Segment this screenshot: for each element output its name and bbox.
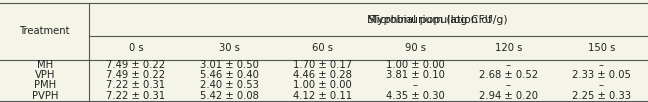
Text: 150 s: 150 s <box>588 43 615 53</box>
Text: –: – <box>599 60 604 70</box>
Text: 30 s: 30 s <box>218 43 240 53</box>
Text: VPH: VPH <box>34 70 55 80</box>
Text: –: – <box>506 60 511 70</box>
Text: 2.94 ± 0.20: 2.94 ± 0.20 <box>479 91 538 101</box>
Text: 120 s: 120 s <box>494 43 522 53</box>
Text: 3.81 ± 0.10: 3.81 ± 0.10 <box>386 70 445 80</box>
Text: 3.01 ± 0.50: 3.01 ± 0.50 <box>200 60 259 70</box>
Text: MH: MH <box>37 60 52 70</box>
Text: 4.12 ± 0.11: 4.12 ± 0.11 <box>293 91 352 101</box>
Text: 2.68 ± 0.52: 2.68 ± 0.52 <box>479 70 538 80</box>
Text: 1.00 ± 0.00: 1.00 ± 0.00 <box>386 60 445 70</box>
Text: 7.22 ± 0.31: 7.22 ± 0.31 <box>106 80 165 90</box>
Text: 0 s: 0 s <box>129 43 143 53</box>
Text: Microbial population of: Microbial population of <box>367 15 495 25</box>
Text: Typhimurium (log CFU/g): Typhimurium (log CFU/g) <box>369 15 508 25</box>
Text: 1.70 ± 0.17: 1.70 ± 0.17 <box>293 60 352 70</box>
Text: 7.49 ± 0.22: 7.49 ± 0.22 <box>106 60 165 70</box>
Text: 5.46 ± 0.40: 5.46 ± 0.40 <box>200 70 259 80</box>
Text: 4.46 ± 0.28: 4.46 ± 0.28 <box>293 70 352 80</box>
Text: –: – <box>599 80 604 90</box>
Text: S.: S. <box>368 15 378 25</box>
Text: 60 s: 60 s <box>312 43 332 53</box>
Text: 7.22 ± 0.31: 7.22 ± 0.31 <box>106 91 165 101</box>
Text: 2.25 ± 0.33: 2.25 ± 0.33 <box>572 91 631 101</box>
Text: 1.00 ± 0.00: 1.00 ± 0.00 <box>293 80 351 90</box>
Text: 7.49 ± 0.22: 7.49 ± 0.22 <box>106 70 165 80</box>
Text: –: – <box>506 80 511 90</box>
Text: PMH: PMH <box>34 80 56 90</box>
Text: 5.42 ± 0.08: 5.42 ± 0.08 <box>200 91 259 101</box>
Text: –: – <box>413 80 418 90</box>
Text: 4.35 ± 0.30: 4.35 ± 0.30 <box>386 91 445 101</box>
Text: 90 s: 90 s <box>405 43 426 53</box>
Text: PVPH: PVPH <box>32 91 58 101</box>
Text: Treatment: Treatment <box>19 26 70 36</box>
Text: 2.33 ± 0.05: 2.33 ± 0.05 <box>572 70 631 80</box>
Text: 2.40 ± 0.53: 2.40 ± 0.53 <box>200 80 259 90</box>
